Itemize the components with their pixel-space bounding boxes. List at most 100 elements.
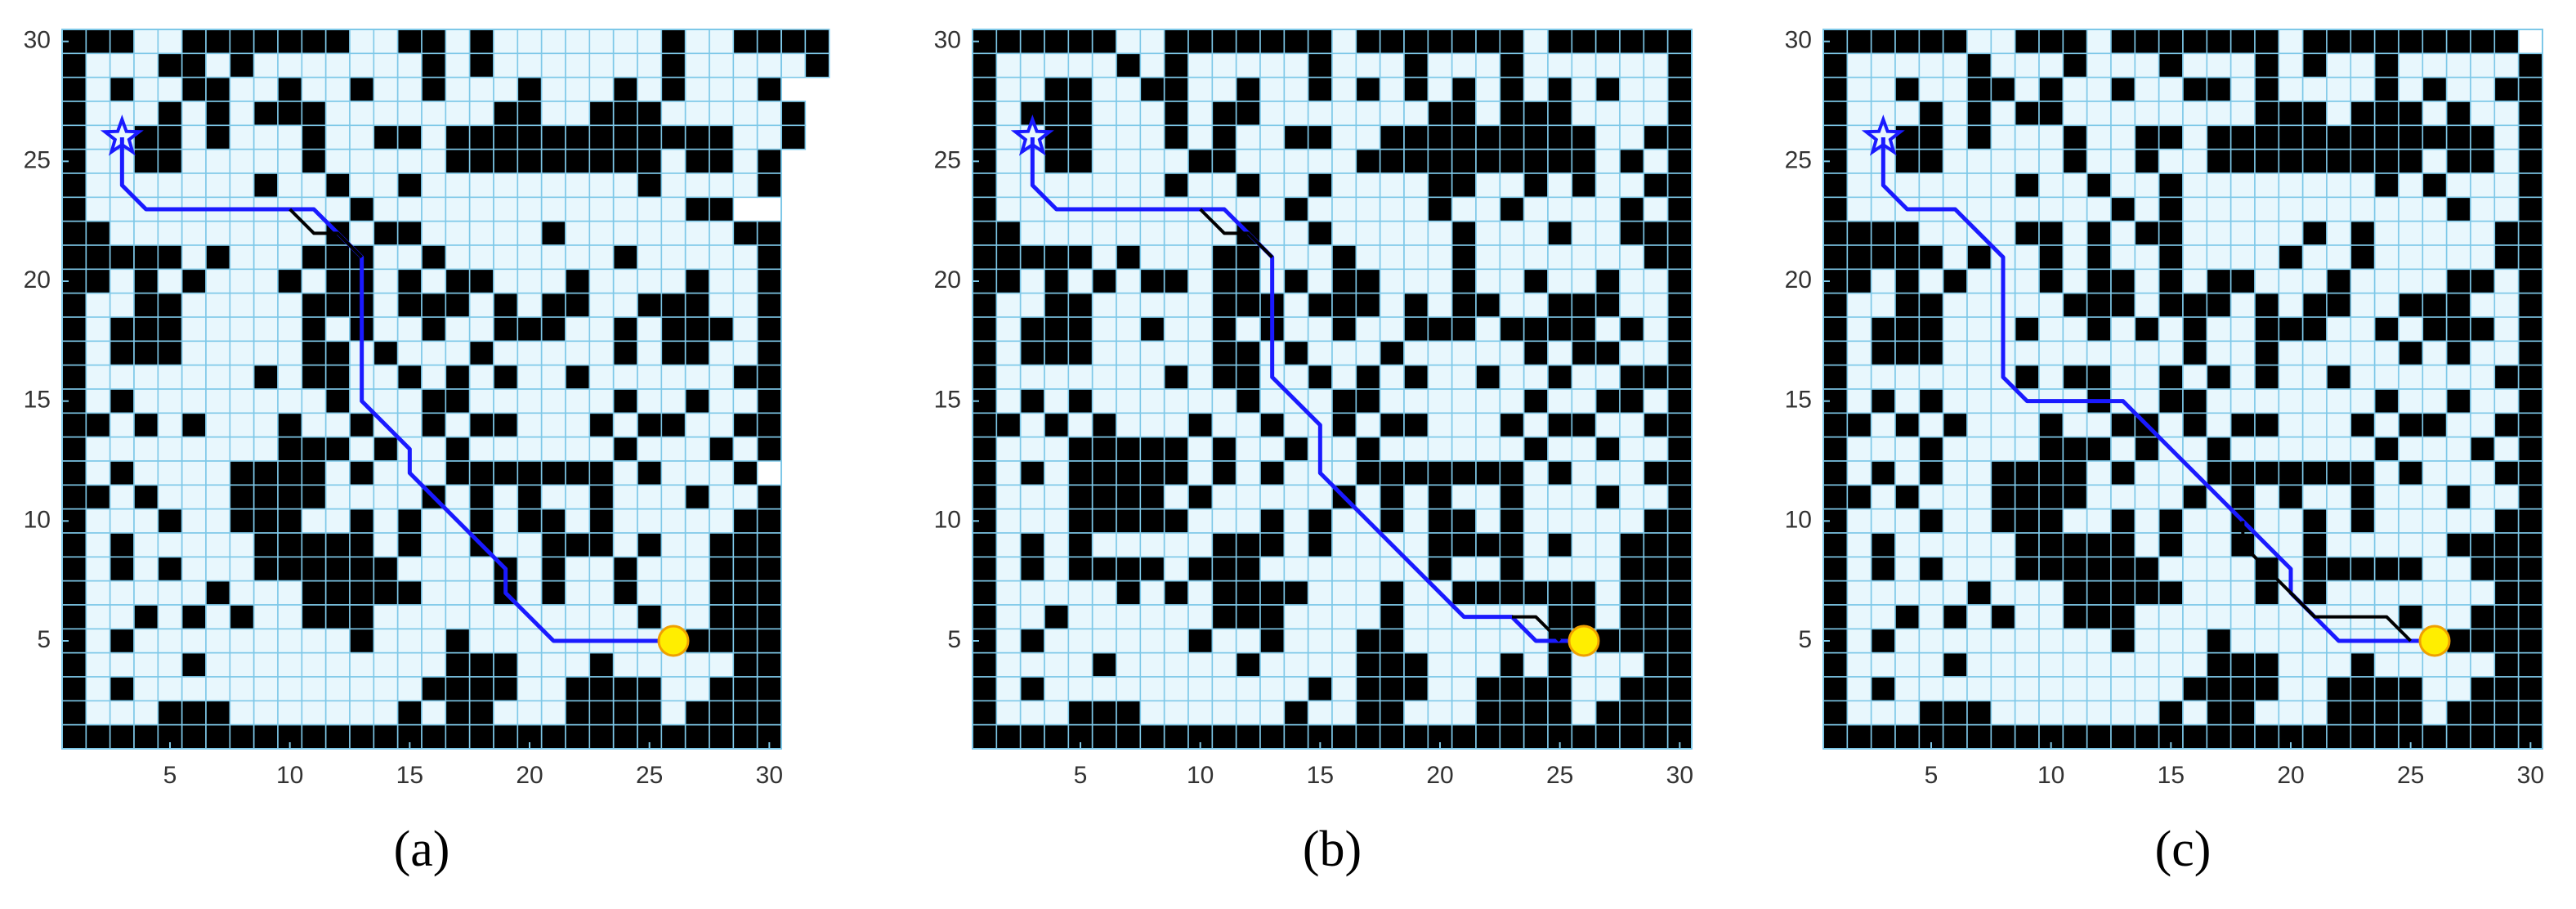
cell	[1594, 652, 1621, 678]
cell	[85, 101, 111, 127]
cell	[1307, 76, 1333, 102]
cell	[1259, 604, 1286, 630]
cell	[2278, 652, 2304, 678]
cell	[540, 556, 566, 582]
cell	[1547, 340, 1573, 366]
cell	[1475, 412, 1501, 438]
cell	[540, 412, 566, 438]
cell	[1116, 52, 1142, 78]
cell	[1666, 52, 1693, 78]
cell	[1307, 508, 1333, 534]
cell	[1355, 604, 1381, 630]
cell	[1259, 580, 1286, 606]
cell	[2038, 316, 2064, 343]
cell	[301, 652, 327, 678]
cell	[756, 148, 782, 174]
cell	[1894, 364, 1921, 390]
cell	[2254, 244, 2280, 271]
cell	[1139, 148, 1165, 174]
cell	[445, 412, 471, 438]
cell	[2517, 484, 2543, 510]
cell	[2278, 76, 2304, 102]
cell	[709, 508, 735, 534]
cell	[2301, 76, 2328, 102]
cell	[517, 148, 543, 174]
cell	[995, 29, 1022, 55]
cell	[2182, 556, 2208, 582]
cell	[85, 292, 111, 318]
cell	[445, 652, 471, 678]
cell	[1619, 101, 1645, 127]
cell	[61, 52, 87, 78]
cell	[1918, 172, 1944, 199]
cell	[1870, 436, 1896, 462]
cell	[1139, 436, 1165, 462]
cell	[2445, 244, 2471, 271]
cell	[1523, 268, 1549, 294]
cell	[2206, 364, 2232, 390]
cell	[421, 29, 447, 55]
cell	[1403, 532, 1429, 558]
cell	[1307, 196, 1333, 222]
cell	[756, 580, 782, 606]
cell	[445, 723, 471, 750]
cell	[61, 220, 87, 246]
cell	[1822, 676, 1849, 702]
cell	[1547, 172, 1573, 199]
cell	[324, 364, 351, 390]
cell	[2158, 244, 2184, 271]
cell	[253, 292, 279, 318]
cell	[1475, 508, 1501, 534]
cell	[2038, 556, 2064, 582]
cell	[421, 532, 447, 558]
cell	[565, 436, 591, 462]
cell	[2350, 676, 2376, 702]
cell	[2014, 76, 2040, 102]
cell	[396, 412, 423, 438]
path-line	[2241, 521, 2413, 643]
cell	[301, 316, 327, 343]
cell	[1427, 76, 1453, 102]
cell	[1571, 220, 1597, 246]
cell	[1499, 29, 1525, 55]
cell	[2086, 556, 2112, 582]
cell	[1187, 532, 1214, 558]
cell	[565, 508, 591, 534]
cell	[1918, 628, 1944, 654]
cell	[1918, 124, 1944, 150]
cell	[133, 580, 159, 606]
y-tick-label: 30	[24, 27, 51, 54]
cell	[2373, 124, 2399, 150]
cell	[540, 292, 566, 318]
cell	[1331, 124, 1357, 150]
goal-marker	[657, 625, 690, 657]
cell	[181, 148, 207, 174]
cell	[517, 388, 543, 414]
cell	[732, 700, 758, 726]
cell	[157, 436, 183, 462]
cell	[1091, 268, 1117, 294]
cell	[2038, 508, 2064, 534]
cell	[1139, 76, 1165, 102]
cell	[1451, 76, 1477, 102]
cell	[972, 220, 998, 246]
cell	[1571, 556, 1597, 582]
cell	[324, 604, 351, 630]
cell	[2301, 700, 2328, 726]
cell	[1547, 388, 1573, 414]
cell	[1163, 652, 1189, 678]
cell	[2254, 220, 2280, 246]
cell	[1666, 460, 1693, 486]
cell	[2470, 172, 2496, 199]
cell	[2373, 220, 2399, 246]
cell	[2158, 220, 2184, 246]
cell	[421, 148, 447, 174]
cell	[1283, 268, 1309, 294]
cell	[157, 700, 183, 726]
cell	[61, 676, 87, 702]
cell	[468, 700, 494, 726]
cell	[181, 244, 207, 271]
cell	[2445, 723, 2471, 750]
cell	[972, 52, 998, 78]
cell	[493, 628, 519, 654]
